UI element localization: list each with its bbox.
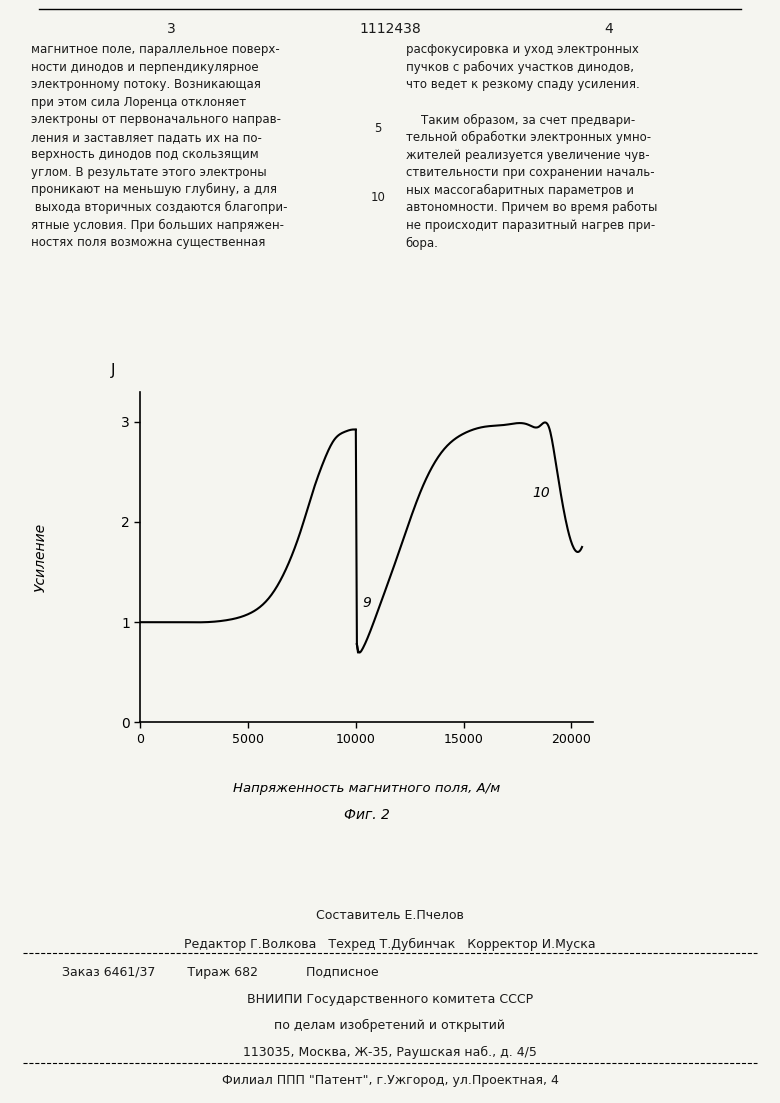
Text: Составитель Е.Пчелов: Составитель Е.Пчелов <box>316 909 464 922</box>
Text: 113035, Москва, Ж-35, Раушская наб., д. 4/5: 113035, Москва, Ж-35, Раушская наб., д. … <box>243 1046 537 1059</box>
Text: Филиал ППП "Патент", г.Ужгород, ул.Проектная, 4: Филиал ППП "Патент", г.Ужгород, ул.Проек… <box>222 1074 558 1088</box>
Text: магнитное поле, параллельное поверх-
ности динодов и перпендикулярное
электронно: магнитное поле, параллельное поверх- нос… <box>31 43 288 249</box>
Text: Усиление: Усиление <box>34 523 48 591</box>
Text: по делам изобретений и открытий: по делам изобретений и открытий <box>275 1019 505 1032</box>
Text: J: J <box>111 363 115 378</box>
Text: Напряженность магнитного поля, А/м: Напряженность магнитного поля, А/м <box>233 782 500 795</box>
Text: 9: 9 <box>362 596 371 610</box>
Text: 10: 10 <box>370 192 386 204</box>
Text: Фиг. 2: Фиг. 2 <box>344 808 389 823</box>
Text: ВНИИПИ Государственного комитета СССР: ВНИИПИ Государственного комитета СССР <box>247 993 533 1006</box>
Text: Заказ 6461/37        Тираж 682            Подписное: Заказ 6461/37 Тираж 682 Подписное <box>62 966 379 979</box>
Text: Редактор Г.Волкова   Техред Т.Дубинчак   Корректор И.Муска: Редактор Г.Волкова Техред Т.Дубинчак Кор… <box>184 938 596 951</box>
Text: 5: 5 <box>374 122 382 135</box>
Text: расфокусировка и уход электронных
пучков с рабочих участков динодов,
что ведет к: расфокусировка и уход электронных пучков… <box>406 43 657 249</box>
Text: 10: 10 <box>533 485 550 500</box>
Text: 1112438: 1112438 <box>359 22 421 35</box>
Text: 4: 4 <box>604 22 613 35</box>
Text: 3: 3 <box>167 22 176 35</box>
